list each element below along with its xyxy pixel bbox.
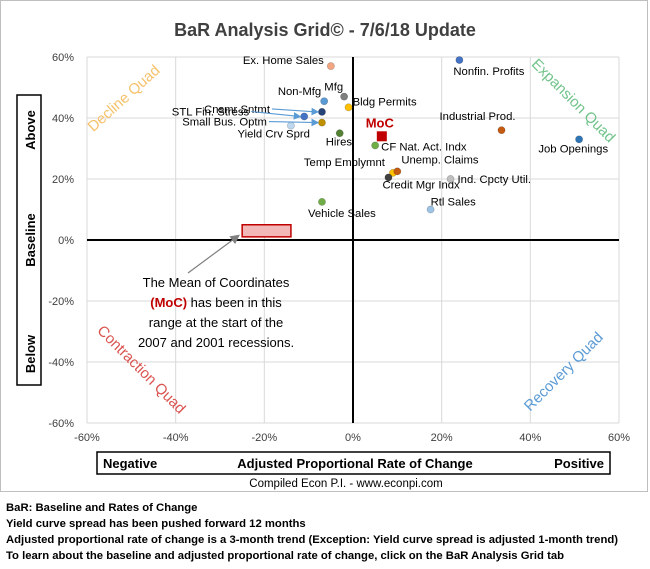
x-tick-label: 60% (608, 432, 630, 444)
x-axis-label-center: Adjusted Proportional Rate of Change (237, 456, 472, 471)
footnote-1: BaR: Baseline and Rates of Change (6, 502, 198, 514)
annotation: The Mean of Coordinates (MoC) has been i… (138, 234, 294, 350)
data-point-label: Hires (326, 136, 353, 148)
y-tick-label: -20% (48, 296, 74, 308)
data-point-label: Nonfin. Profits (453, 66, 524, 78)
x-tick-label: 40% (519, 432, 541, 444)
data-point (318, 118, 326, 127)
y-tick-label: 0% (58, 235, 74, 247)
annotation-line-2: (MoC) has been in this (150, 295, 282, 310)
y-axis-label-box: Above Baseline Below (16, 94, 42, 386)
annotation-line-2-rest: has been in this (187, 295, 282, 310)
data-point-label: Mfg (324, 82, 343, 94)
data-point (393, 167, 402, 176)
data-point-label: STL Fin. Stress (172, 106, 250, 118)
data-point-label: Credit Mgr Indx (382, 179, 460, 191)
recession-range-rect (241, 224, 292, 238)
x-tick-label: 0% (345, 432, 361, 444)
footnote-2: Yield curve spread has been pushed forwa… (6, 518, 306, 530)
label-pointer-arrows (251, 107, 320, 127)
moc-marker (376, 131, 387, 142)
annotation-moc: (MoC) (150, 295, 187, 310)
x-axis-label-box: Negative Adjusted Proportional Rate of C… (96, 451, 611, 475)
moc-label: MoC (366, 115, 395, 130)
data-point (318, 197, 326, 206)
x-tick-label: 20% (431, 432, 453, 444)
data-point-label: Small Bus. Optm (182, 117, 267, 129)
x-tick-label: -20% (251, 432, 277, 444)
recession-range-box (241, 224, 292, 238)
quadrant-label: Expansion Quad (528, 56, 618, 146)
data-points: Nonfin. Profits Ex. Home Sales Mfg Bldg Per… (172, 55, 609, 220)
footnote-4: To learn about the baseline and adjusted… (6, 550, 565, 562)
label-pointer-arrow (271, 107, 320, 116)
footnote-3: Adjusted proportional rate of change is … (6, 534, 619, 546)
label-pointer-arrow (251, 110, 302, 120)
y-tick-label: -40% (48, 357, 74, 369)
data-point (344, 103, 353, 112)
y-tick-label: 20% (52, 174, 74, 186)
data-point-label: Temp Emplymnt (304, 157, 386, 169)
y-tick-label: -60% (48, 418, 74, 430)
data-point-label: Industrial Prod. (440, 111, 516, 123)
x-axis-label-negative: Negative (103, 456, 157, 471)
x-tick-label: -60% (74, 432, 100, 444)
data-point-label: Ind. Cpcty Util. (458, 174, 531, 186)
data-point-label: CF Nat. Act. Indx (381, 141, 467, 153)
footnotes: BaR: Baseline and Rates of Change Yield … (6, 500, 646, 564)
y-axis-label-below: Below (23, 334, 38, 373)
data-point-label: Ex. Home Sales (243, 55, 324, 67)
label-pointer-arrow (268, 118, 320, 127)
data-point (446, 175, 455, 183)
data-point-label: Rtl Sales (431, 197, 477, 209)
data-point (575, 135, 583, 144)
data-point (326, 62, 335, 71)
chart-title: BaR Analysis Grid© - 7/6/18 Update (174, 20, 476, 40)
y-axis-label-above: Above (23, 110, 38, 150)
data-point-label: Non-Mfg (278, 86, 321, 98)
data-point-label: Yield Crv Sprd (238, 129, 310, 141)
chart-frame (0, 0, 648, 492)
quadrant-label: Recovery Quad (521, 329, 607, 415)
credit-line: Compiled Econ P.I. - www.econpi.com (249, 478, 442, 490)
data-point (426, 205, 435, 214)
y-tick-label: 60% (52, 52, 74, 64)
data-point-label: Bldg Permits (353, 96, 417, 108)
tick-labels: -60% -40% -20% 0% 20% 40% 60% -60% -40% -20% 0% 20%… (48, 52, 630, 444)
data-point-label: Unemp. Claims (401, 154, 479, 166)
data-point (371, 141, 380, 150)
annotation-line-4: 2007 and 2001 recessions. (138, 335, 294, 350)
bar-analysis-grid-chart: BaR Analysis Grid© - 7/6/18 Update -60% -… (16, 20, 630, 490)
data-point (300, 112, 309, 121)
axes (87, 57, 619, 423)
y-tick-label: 40% (52, 113, 74, 125)
y-axis-label-baseline: Baseline (23, 213, 38, 266)
data-point-label: Vehicle Sales (308, 208, 376, 220)
annotation-line-3: range at the start of the (149, 315, 283, 330)
data-point-label: Job Openings (538, 143, 608, 155)
data-point (335, 129, 344, 138)
annotation-line-1: The Mean of Coordinates (143, 275, 290, 290)
quadrant-label: Decline Quad (85, 62, 164, 135)
data-point (384, 173, 393, 182)
x-axis-label-positive: Positive (554, 456, 604, 471)
data-point (320, 97, 329, 106)
data-point-label: Cnsmr Sntmt (204, 104, 271, 116)
data-point (318, 108, 326, 116)
annotation-arrow (187, 234, 240, 274)
data-point (455, 56, 464, 64)
data-point (340, 92, 349, 101)
x-tick-label: -40% (163, 432, 189, 444)
data-point (497, 126, 506, 135)
